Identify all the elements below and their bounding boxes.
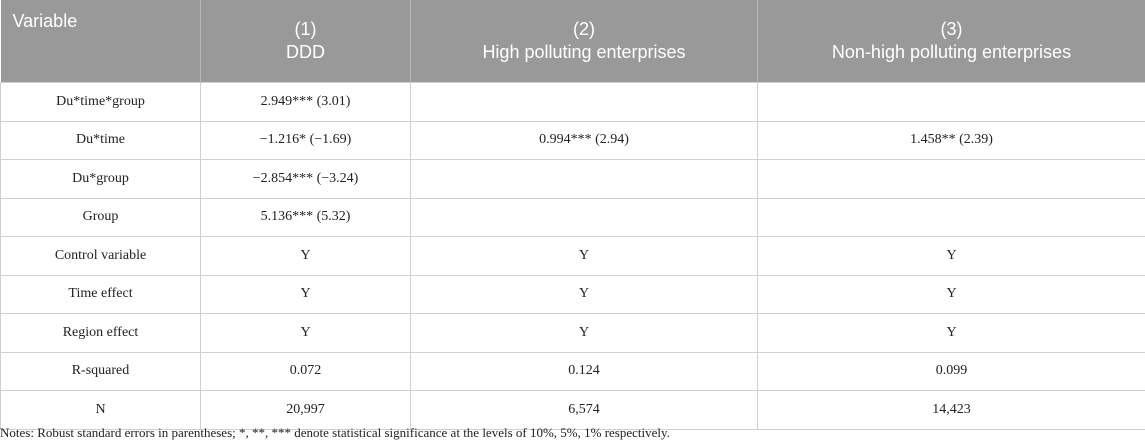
cell: Y [410,274,758,314]
row-label: Du*time [0,120,201,160]
cell-text: 5.136*** (5.32) [260,209,351,225]
header-row: Variable (1) DDD (2) High polluting enterpri… [0,0,1145,83]
cell: 14,423 [757,390,1145,430]
cell-text: 0.994*** (2.94) [539,132,629,148]
cell-text: Group [82,209,119,225]
cell: Y [410,313,758,353]
header-cell: (3) Non-high polluting enterprises [757,0,1145,83]
column-label: DDD [286,42,325,62]
cell: 0.072 [200,351,411,391]
cell: 0.994*** (2.94) [410,120,758,160]
cell: Y [410,236,758,276]
cell [410,197,758,237]
table-row: Group 5.136*** (5.32) [0,197,1145,237]
cell-text: R-squared [71,363,130,379]
cell-text: Du*time [76,132,125,148]
cell-text: Y [946,286,957,302]
cell [757,82,1145,122]
table-row: N 20,997 6,574 14,423 [0,390,1145,430]
cell-text: Y [578,286,590,302]
cell-text: Y [946,247,957,263]
cell: 20,997 [200,390,411,430]
row-label: Region effect [0,313,201,353]
cell-text: Du*time*group [56,93,145,109]
header-cell: (2) High polluting enterprises [410,0,758,83]
cell-text: 20,997 [286,401,325,417]
cell-text: Y [946,324,957,340]
column-label: Variable [12,11,78,31]
cell-text: Y [300,324,311,340]
cell: Y [757,236,1145,276]
cell-text: Time effect [68,286,133,302]
cell: 6,574 [410,390,758,430]
row-label: Du*group [0,159,201,199]
cell: Y [757,313,1145,353]
column-label: High polluting enterprises [482,42,686,62]
column-number: (1) [294,19,317,39]
cell: Y [200,274,411,314]
table-row: Du*group −2.854*** (−3.24) [0,159,1145,199]
cell [757,159,1145,199]
cell [410,159,758,199]
table-row: Time effect Y Y Y [0,274,1145,314]
cell-text: Y [578,324,590,340]
cell-text: 2.949*** (3.01) [260,93,351,109]
header-cell: Variable [0,0,201,83]
cell: −1.216* (−1.69) [200,120,411,160]
cell-text: 0.124 [568,363,600,379]
cell: Y [200,236,411,276]
cell: 0.099 [757,351,1145,391]
cell [410,82,758,122]
cell: 5.136*** (5.32) [200,197,411,237]
row-label: Control variable [0,236,201,276]
cell: 0.124 [410,351,758,391]
column-number: (2) [573,19,595,39]
cell-text: Control variable [54,247,147,263]
table-body: Du*time*group 2.949*** (3.01) Du*time −1.21… [0,82,1145,430]
row-label: Time effect [0,274,201,314]
cell: 1.458** (2.39) [757,120,1145,160]
cell-text: 0.099 [935,363,968,379]
row-label: N [0,390,201,430]
cell-text: 0.072 [289,363,322,379]
cell: 2.949*** (3.01) [200,82,411,122]
cell-text: 1.458** (2.39) [910,132,993,148]
cell-text: Region effect [62,324,139,340]
table-row: Du*time*group 2.949*** (3.01) [0,82,1145,122]
table-row: Region effect Y Y Y [0,313,1145,353]
cell: Y [200,313,411,353]
cell-text: 6,574 [568,401,600,417]
column-label: Non-high polluting enterprises [831,42,1072,62]
cell-text: Y [300,286,311,302]
row-label: Group [0,197,201,237]
table-row: R-squared 0.072 0.124 0.099 [0,351,1145,391]
results-table: Variable (1) DDD (2) High polluting enterpri… [0,0,1145,430]
cell: Y [757,274,1145,314]
cell-text: −1.216* (−1.69) [259,132,352,148]
cell-text: N [95,401,106,417]
column-number: (3) [940,19,963,39]
table-row: Control variable Y Y Y [0,236,1145,276]
cell-text: Y [578,247,590,263]
cell-text: 14,423 [932,401,971,417]
table-row: Du*time −1.216* (−1.69) 0.994*** (2.94) 1.4… [0,120,1145,160]
header-cell: (1) DDD [200,0,411,83]
row-label: R-squared [0,351,201,391]
cell-text: Du*group [72,170,129,186]
cell [757,197,1145,237]
row-label: Du*time*group [0,82,201,122]
cell-text: −2.854*** (−3.24) [252,170,359,186]
notes: Notes: Robust standard errors in parenth… [0,425,670,440]
cell-text: Y [300,247,311,263]
cell: −2.854*** (−3.24) [200,159,411,199]
